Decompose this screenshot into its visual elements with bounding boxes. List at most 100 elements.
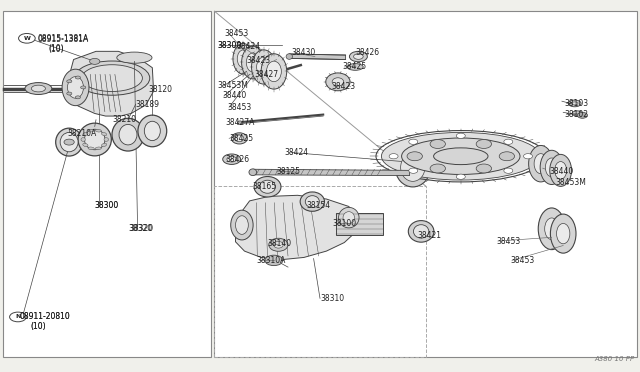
Ellipse shape	[381, 132, 540, 180]
Circle shape	[19, 33, 35, 43]
Ellipse shape	[84, 129, 105, 150]
Circle shape	[577, 112, 588, 118]
Ellipse shape	[88, 129, 94, 132]
Circle shape	[10, 312, 26, 322]
Text: 38421: 38421	[417, 231, 442, 240]
Text: 38423: 38423	[332, 82, 356, 91]
Ellipse shape	[396, 148, 431, 187]
Ellipse shape	[60, 132, 78, 152]
Text: 38320: 38320	[129, 224, 154, 233]
Ellipse shape	[572, 102, 578, 105]
Ellipse shape	[305, 196, 319, 208]
Ellipse shape	[119, 125, 137, 145]
Text: 38427A: 38427A	[225, 118, 255, 126]
Text: N: N	[15, 314, 20, 320]
Ellipse shape	[78, 123, 111, 156]
Ellipse shape	[74, 61, 150, 95]
Text: 38424: 38424	[237, 42, 261, 51]
Circle shape	[504, 168, 513, 173]
Ellipse shape	[349, 51, 367, 62]
Circle shape	[524, 154, 532, 159]
Ellipse shape	[254, 177, 281, 197]
Ellipse shape	[269, 238, 288, 251]
Ellipse shape	[95, 147, 101, 150]
Ellipse shape	[25, 83, 52, 94]
Text: 08911-20810: 08911-20810	[19, 312, 70, 321]
Ellipse shape	[413, 225, 429, 238]
Circle shape	[81, 86, 86, 89]
Circle shape	[499, 152, 515, 161]
Ellipse shape	[326, 73, 350, 91]
Ellipse shape	[246, 53, 259, 72]
Circle shape	[409, 139, 418, 144]
Polygon shape	[3, 11, 211, 357]
Text: 38320: 38320	[128, 224, 152, 233]
Ellipse shape	[260, 180, 275, 193]
Ellipse shape	[101, 143, 107, 147]
Text: 38300: 38300	[218, 41, 242, 50]
Text: 38120: 38120	[148, 85, 173, 94]
Ellipse shape	[339, 208, 359, 228]
Circle shape	[407, 152, 422, 161]
Text: 38453: 38453	[227, 103, 252, 112]
Ellipse shape	[231, 210, 253, 240]
Ellipse shape	[557, 224, 570, 244]
Ellipse shape	[145, 121, 160, 141]
Text: 38425: 38425	[342, 62, 367, 71]
Ellipse shape	[568, 100, 581, 107]
Ellipse shape	[233, 44, 253, 74]
Ellipse shape	[286, 54, 292, 60]
Ellipse shape	[434, 148, 488, 165]
Circle shape	[265, 255, 283, 266]
Text: 38427: 38427	[255, 70, 279, 79]
Text: (10): (10)	[31, 322, 46, 331]
Text: 38426: 38426	[225, 155, 250, 164]
Text: 38453: 38453	[511, 256, 535, 265]
Ellipse shape	[237, 121, 243, 125]
Text: 38165: 38165	[253, 182, 277, 191]
Text: 38440: 38440	[549, 167, 573, 176]
Text: 38210: 38210	[112, 115, 136, 124]
Ellipse shape	[550, 154, 572, 186]
Polygon shape	[289, 54, 346, 60]
Ellipse shape	[223, 154, 241, 164]
Circle shape	[389, 154, 398, 159]
Ellipse shape	[62, 69, 89, 106]
Circle shape	[67, 92, 72, 95]
Circle shape	[64, 139, 74, 145]
Ellipse shape	[332, 78, 344, 86]
Text: 38300: 38300	[218, 41, 242, 50]
Text: 38100: 38100	[333, 219, 357, 228]
Ellipse shape	[538, 208, 565, 250]
Polygon shape	[214, 11, 637, 357]
Circle shape	[504, 139, 513, 144]
Ellipse shape	[300, 192, 324, 211]
Ellipse shape	[235, 135, 244, 142]
Ellipse shape	[138, 115, 166, 147]
Text: 38423: 38423	[246, 56, 271, 65]
Ellipse shape	[31, 85, 45, 92]
Ellipse shape	[266, 72, 272, 77]
Text: 38310A: 38310A	[256, 256, 285, 265]
Ellipse shape	[261, 54, 287, 89]
Text: 38154: 38154	[306, 201, 330, 210]
Polygon shape	[336, 213, 383, 235]
Text: (10): (10)	[48, 44, 63, 53]
Ellipse shape	[534, 154, 547, 174]
Ellipse shape	[401, 153, 425, 181]
Text: 08915-1381A: 08915-1381A	[37, 34, 88, 43]
Text: 38125: 38125	[276, 167, 301, 176]
Circle shape	[76, 76, 81, 79]
Ellipse shape	[540, 150, 563, 185]
Text: (10): (10)	[31, 322, 46, 331]
Ellipse shape	[101, 132, 107, 136]
Ellipse shape	[257, 57, 271, 77]
Ellipse shape	[83, 132, 88, 136]
Ellipse shape	[550, 214, 576, 253]
Ellipse shape	[402, 138, 520, 174]
Ellipse shape	[354, 54, 364, 60]
Ellipse shape	[104, 138, 108, 141]
Ellipse shape	[82, 65, 143, 92]
Ellipse shape	[232, 133, 248, 144]
Text: 08911-20810: 08911-20810	[19, 312, 70, 321]
